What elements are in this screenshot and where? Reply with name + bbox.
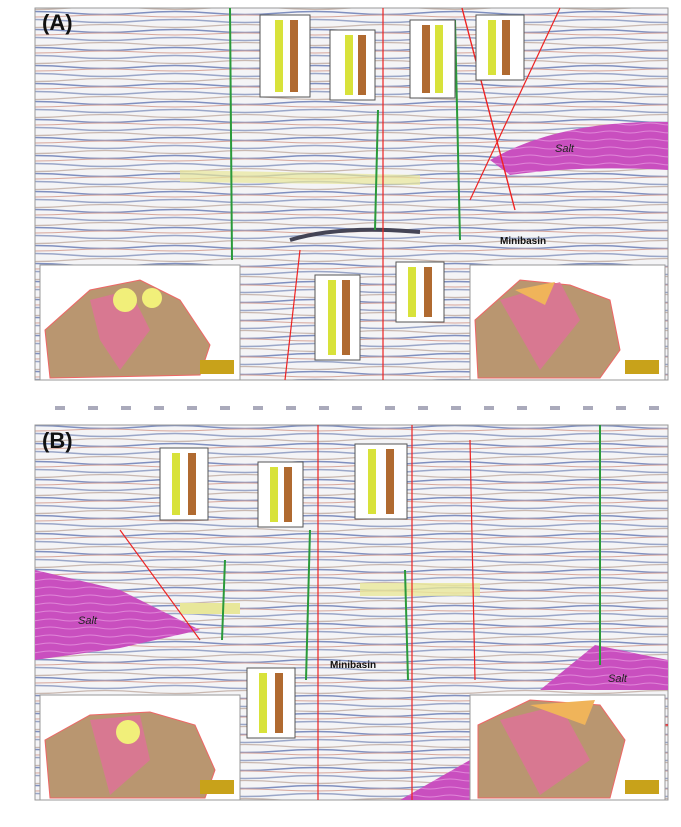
salt-label: Salt: [78, 615, 98, 627]
tick: [352, 406, 362, 410]
tick: [220, 406, 230, 410]
tick: [649, 406, 659, 410]
tick: [550, 406, 560, 410]
tick: [517, 406, 527, 410]
inset-map-left: [40, 695, 240, 800]
figure: (A) Salt Minibasin: [0, 0, 681, 827]
tick: [451, 406, 461, 410]
panel-b: (B) Salt Salt Minibasin: [35, 425, 668, 800]
salt-label: Salt: [555, 143, 575, 155]
tick: [385, 406, 395, 410]
panel-label: (B): [42, 428, 73, 453]
tick: [187, 406, 197, 410]
tick: [616, 406, 626, 410]
tick: [154, 406, 164, 410]
reservoir: [180, 603, 240, 614]
basin-label: Minibasin: [330, 660, 376, 671]
tick: [88, 406, 98, 410]
tick: [121, 406, 131, 410]
inset-map-right: [470, 695, 665, 800]
tick: [319, 406, 329, 410]
inset-map-right: [470, 265, 665, 380]
tick: [253, 406, 263, 410]
tick: [583, 406, 593, 410]
inset-map-left: [40, 265, 240, 380]
page: {"panels": [ {"label": "(A)", "salt_labe…: [0, 0, 681, 827]
salt-label: Salt: [608, 673, 628, 685]
tick: [286, 406, 296, 410]
panel-label: (A): [42, 10, 73, 35]
reservoir: [360, 583, 480, 596]
tick: [418, 406, 428, 410]
basin-label: Minibasin: [500, 236, 546, 247]
tick: [484, 406, 494, 410]
tick: [55, 406, 65, 410]
panel-a: (A) Salt Minibasin: [35, 8, 668, 380]
distance-ticks: [55, 406, 659, 410]
